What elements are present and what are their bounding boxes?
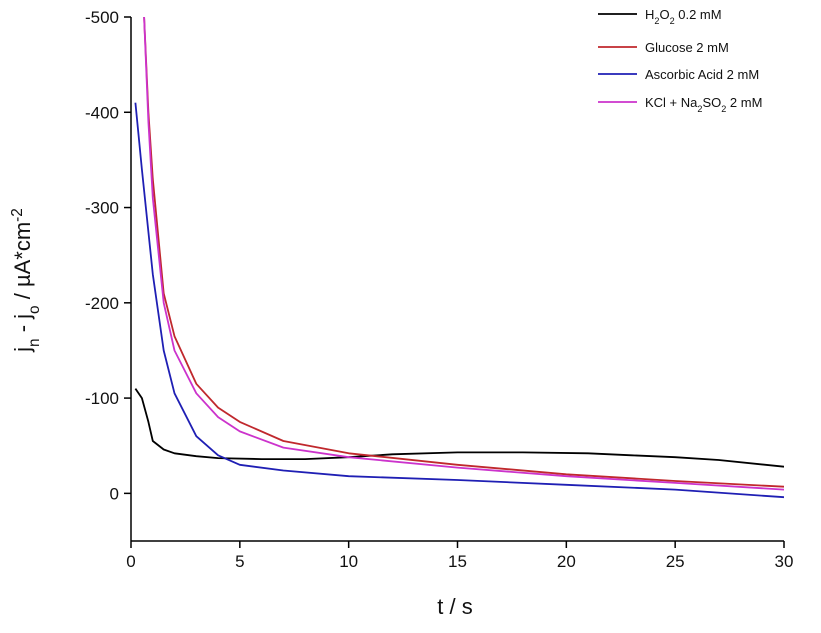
label-part: Glucose 2 mM [645,40,729,55]
x-tick-label: 30 [775,552,794,571]
label-part: - j [10,314,35,338]
series-line [143,17,784,491]
label-part: SO [702,95,721,110]
y-tick-label: -300 [85,199,119,218]
label-part: 0.2 mM [675,7,722,22]
label-part: 2 [721,104,726,114]
label-part: KCl + Na [645,95,698,110]
x-tick-label: 20 [557,552,576,571]
label-part: 2 [697,104,702,114]
y-tick-label: -500 [85,8,119,27]
label-part: 2 mM [726,95,762,110]
x-axis-label: t / s [437,594,472,619]
legend-label: Ascorbic Acid 2 mM [645,67,759,82]
label-part: 2 [654,16,659,26]
label-part: j [10,347,35,353]
x-tick-label: 25 [666,552,685,571]
x-tick-label: 0 [126,552,135,571]
y-tick-label: 0 [110,484,119,503]
y-tick-label: -400 [85,103,119,122]
legend-label: H2O2 0.2 mM [645,7,722,26]
series-line [143,17,784,488]
label-part: o [26,305,43,314]
plot-area [134,17,784,499]
y-tick-label: -100 [85,389,119,408]
y-axis-label: jn - jo / µA*cm-2 [9,208,43,353]
x-tick-label: 15 [448,552,467,571]
label-part: -2 [9,208,26,222]
x-tick-label: 10 [339,552,358,571]
label-part: Ascorbic Acid 2 mM [645,67,759,82]
x-tick-label: 5 [235,552,244,571]
label-part: O [659,7,669,22]
label-part: / µA*cm [10,222,35,306]
series-line [134,388,784,468]
legend-label: Glucose 2 mM [645,40,729,55]
series-line [134,102,784,499]
legend-label: KCl + Na2SO2 2 mM [645,95,762,114]
label-part: H [645,7,654,22]
label-part: n [26,338,43,347]
label-part: 2 [670,16,675,26]
y-tick-label: -200 [85,294,119,313]
